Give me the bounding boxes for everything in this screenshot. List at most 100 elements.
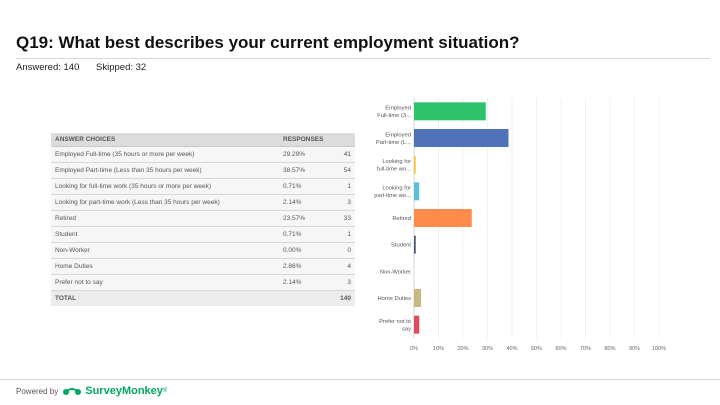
bar	[414, 182, 420, 201]
responses-bar-chart: Employed Full-time (3...Employed Part-time…	[374, 98, 666, 352]
response-percent: 0.00%	[279, 242, 332, 259]
category-label: Prefer not to say	[379, 319, 411, 333]
answer-choices-table: ANSWER CHOICES RESPONSES Employed Full-t…	[51, 133, 355, 306]
bar	[414, 315, 420, 334]
response-count: 41	[332, 146, 355, 163]
x-tick-label: 100%	[652, 346, 666, 352]
category-label: Student	[391, 243, 411, 249]
table-row: Prefer not to say 2.14% 3	[51, 274, 355, 291]
total-count: 140	[332, 290, 355, 306]
x-tick-label: 70%	[580, 346, 591, 352]
bar	[414, 235, 416, 254]
table-row: Employed Part-time (Less than 35 hours p…	[51, 162, 355, 179]
response-count: 1	[332, 178, 355, 195]
category-label-line: Retired	[392, 216, 411, 222]
category-label-line: Employed	[385, 132, 411, 138]
x-tick-label: 40%	[506, 346, 517, 352]
response-percent: 38.57%	[279, 162, 332, 179]
answer-choice-label: Prefer not to say	[51, 274, 279, 291]
x-tick-label: 50%	[531, 346, 542, 352]
category-label-line: Full-time (3...	[377, 113, 411, 119]
table-total-row: TOTAL 140	[51, 290, 355, 306]
powered-by-label: Powered by	[16, 386, 59, 396]
response-summary: Answered: 140 Skipped: 32	[16, 62, 160, 73]
bar	[414, 129, 509, 147]
footer-divider	[0, 379, 720, 380]
category-label: Home Duties	[377, 296, 411, 302]
bar	[414, 289, 422, 307]
answer-choice-label: Looking for full-time work (35 hours or …	[51, 178, 279, 195]
x-tick-label: 60%	[555, 346, 566, 352]
bar	[414, 209, 472, 227]
surveymonkey-logo: SurveyMonkey ®	[62, 385, 167, 397]
x-tick-label: 80%	[604, 346, 615, 352]
brand-name: SurveyMonkey	[85, 385, 163, 397]
category-label: Retired	[392, 216, 411, 222]
response-count: 0	[332, 242, 355, 259]
question-title: Q19: What best describes your current em…	[16, 33, 520, 52]
response-percent: 2.14%	[279, 274, 332, 291]
response-count: 4	[332, 258, 355, 275]
answer-choice-label: Employed Part-time (Less than 35 hours p…	[51, 162, 279, 179]
response-count: 3	[332, 274, 355, 291]
answer-choice-label: Non-Worker	[51, 242, 279, 259]
brand-registered-mark: ®	[162, 388, 168, 394]
response-percent: 2.86%	[279, 258, 332, 275]
category-label-line: say	[402, 326, 411, 332]
response-count: 3	[332, 194, 355, 211]
x-tick-label: 10%	[433, 346, 444, 352]
table-row: Non-Worker 0.00% 0	[51, 242, 355, 259]
bar	[414, 102, 486, 121]
title-divider	[16, 58, 710, 59]
category-label-line: Part-time (L...	[376, 140, 411, 146]
category-label-line: Employed	[385, 106, 411, 112]
total-label: TOTAL	[51, 290, 279, 306]
x-tick-label: 20%	[457, 346, 468, 352]
surveymonkey-icon	[63, 388, 82, 395]
answer-choice-label: Student	[51, 226, 279, 243]
response-percent: 23.57%	[279, 210, 332, 227]
x-tick-label: 30%	[482, 346, 493, 352]
category-label-line: Non-Worker	[380, 269, 411, 275]
answer-choice-label: Employed Full-time (35 hours or more per…	[51, 146, 279, 163]
category-label-line: Looking for	[382, 186, 411, 192]
category-label: Employed Part-time (L...	[376, 132, 411, 146]
table-row: Student 0.71% 1	[51, 226, 355, 243]
category-label-line: Prefer not to	[379, 319, 411, 325]
x-tick-label: 0%	[410, 346, 418, 352]
response-percent: 0.71%	[279, 226, 332, 243]
category-label-line: Home Duties	[377, 296, 411, 302]
category-label-line: part-time wo...	[374, 193, 411, 199]
response-percent: 2.14%	[279, 194, 332, 211]
skipped-count: Skipped: 32	[96, 62, 147, 73]
header-answer-choices: ANSWER CHOICES	[51, 133, 279, 147]
footer: Powered by SurveyMonkey ®	[16, 385, 167, 397]
response-count: 33	[332, 210, 355, 227]
answer-table: ANSWER CHOICES RESPONSES Employed Full-t…	[51, 133, 355, 306]
answer-choice-label: Looking for part-time work (Less than 35…	[51, 194, 279, 211]
response-percent: 0.71%	[279, 178, 332, 195]
category-label-line: Student	[391, 243, 411, 249]
table-row: Home Duties 2.86% 4	[51, 258, 355, 275]
category-label: Employed Full-time (3...	[377, 106, 411, 119]
category-label: Looking for full-time wo...	[377, 159, 412, 173]
table-row: Retired 23.57% 33	[51, 210, 355, 227]
bar	[414, 155, 416, 174]
category-label: Non-Worker	[380, 269, 411, 275]
table-row: Looking for full-time work (35 hours or …	[51, 178, 355, 195]
answer-choice-label: Home Duties	[51, 258, 279, 275]
header-responses: RESPONSES	[279, 133, 355, 147]
response-percent: 29.29%	[279, 146, 332, 163]
table-body: Employed Full-time (35 hours or more per…	[51, 146, 355, 306]
x-tick-label: 90%	[629, 346, 640, 352]
total-spacer	[279, 290, 332, 306]
category-label-line: full-time wo...	[377, 166, 412, 172]
response-count: 1	[332, 226, 355, 243]
category-label-line: Looking for	[382, 159, 411, 165]
response-count: 54	[332, 162, 355, 179]
table-header-row: ANSWER CHOICES RESPONSES	[51, 133, 355, 147]
table-row: Looking for part-time work (Less than 35…	[51, 194, 355, 211]
answer-choice-label: Retired	[51, 210, 279, 227]
category-label: Looking for part-time wo...	[374, 186, 411, 200]
table-row: Employed Full-time (35 hours or more per…	[51, 146, 355, 163]
